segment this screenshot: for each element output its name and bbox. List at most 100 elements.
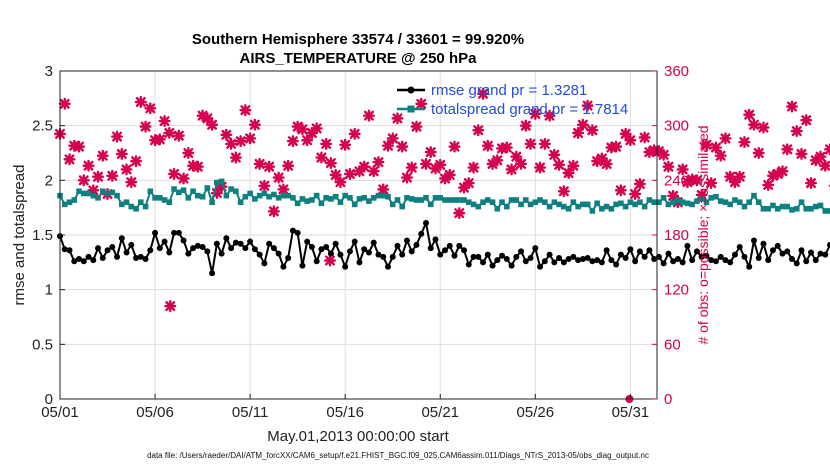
rmse-point [66,247,73,254]
spread-point [546,203,553,210]
rmse-point [190,245,197,252]
rmse-point [161,238,168,245]
spread-point [261,190,268,197]
rmse-point [446,242,453,249]
rmse-point [142,256,149,263]
obs-assimilated-marker [472,124,485,137]
spread-point [722,199,729,205]
obs-assimilated-marker [667,189,680,202]
y-left-tick-label: 1.5 [32,227,53,244]
rmse-point [684,242,691,249]
rmse-point [693,248,700,255]
spread-point [104,190,111,197]
obs-assimilated-marker [467,161,480,174]
obs-assimilated-marker [453,207,466,220]
rmse-point [256,251,263,258]
obs-assimilated-marker [267,205,280,218]
obs-assimilated-marker [491,154,504,167]
rmse-point [484,251,491,258]
rmse-point [622,254,629,261]
rmse-point [746,263,753,270]
rmse-point [546,251,553,258]
rmse-point [641,253,648,260]
rmse-point [308,244,315,251]
obs-assimilated-marker [695,188,708,201]
spread-point [622,203,629,210]
ticks-layer: 05/01 05/06 05/11 05/16 05/21 05/26 05/31 0 0.5 1… [32,63,689,421]
rmse-point [99,254,106,261]
obs-assimilated-marker [477,87,490,100]
legend-rmse-label: rmse grand pr = 1.3281 [431,82,587,99]
spread-point [713,193,719,200]
obs-assimilated-marker [339,138,352,151]
obs-assimilated-marker [462,177,475,190]
rmse-point [456,242,463,249]
footer-data-file: data file: /Users/raeder/DAI/ATM_forcXX/… [147,451,649,460]
spread-point [133,205,139,212]
spread-point [142,203,149,210]
obs-assimilated-marker [448,140,461,153]
x-tick-label: 05/11 [232,404,268,421]
spread-point [95,195,101,201]
obs-assimilated-marker [324,157,337,170]
obs-assimilated-marker [562,167,575,180]
rmse-point [85,253,92,260]
spread-point [798,199,805,205]
rmse-point [394,242,401,249]
spread-point [784,203,791,210]
rmse-point [323,244,330,251]
spread-point [499,199,505,205]
rmse-point [560,259,567,266]
obs-assimilated-marker [92,170,105,183]
spread-point [446,197,453,203]
obs-assimilated-marker [272,171,285,184]
obs-series [54,87,830,403]
spread-point [313,192,320,199]
rmse-point [513,253,520,260]
obs-assimilated-marker [201,112,214,125]
spread-point [812,203,819,210]
spread-point [342,192,348,199]
rmse-point [489,262,496,269]
rmse-point [708,257,715,264]
rmse-point [213,240,220,247]
x-tick-label: 05/21 [421,404,459,421]
rmse-point [266,240,273,247]
spread-point [370,195,377,201]
obs-assimilated-marker [111,130,124,143]
obs-assimilated-marker [643,146,656,159]
obs-assimilated-marker [229,151,242,164]
spread-point [118,201,125,208]
rmse-point [156,245,163,252]
spread-point [66,199,73,205]
rmse-point [228,245,235,252]
rmse-point [508,262,515,269]
obs-assimilated-marker [415,97,428,110]
obs-assimilated-marker [819,159,830,172]
rmse-point [674,256,681,263]
obs-assimilated-marker [263,160,276,173]
x-tick-label: 05/06 [136,404,174,421]
rmse-point [760,240,767,247]
rmse-point [437,251,444,258]
y-left-tick-label: 1 [45,282,53,299]
rmse-point [551,259,558,266]
obs-assimilated-marker [164,300,177,313]
spread-point [451,197,458,203]
spread-point [328,196,334,202]
spread-point [356,196,363,202]
obs-assimilated-marker [210,187,223,200]
spread-point [427,201,434,208]
spread-point [746,199,753,205]
spread-point [413,197,420,203]
spread-point [637,199,643,205]
spread-point [176,189,182,196]
x-tick-label: 05/01 [41,404,79,421]
obs-assimilated-marker [610,140,623,153]
spread-point [665,201,672,208]
spread-point [138,199,144,205]
obs-assimilated-marker [248,118,261,131]
spread-point [332,193,339,200]
rmse-point [565,256,572,263]
rmse-point [598,259,605,266]
